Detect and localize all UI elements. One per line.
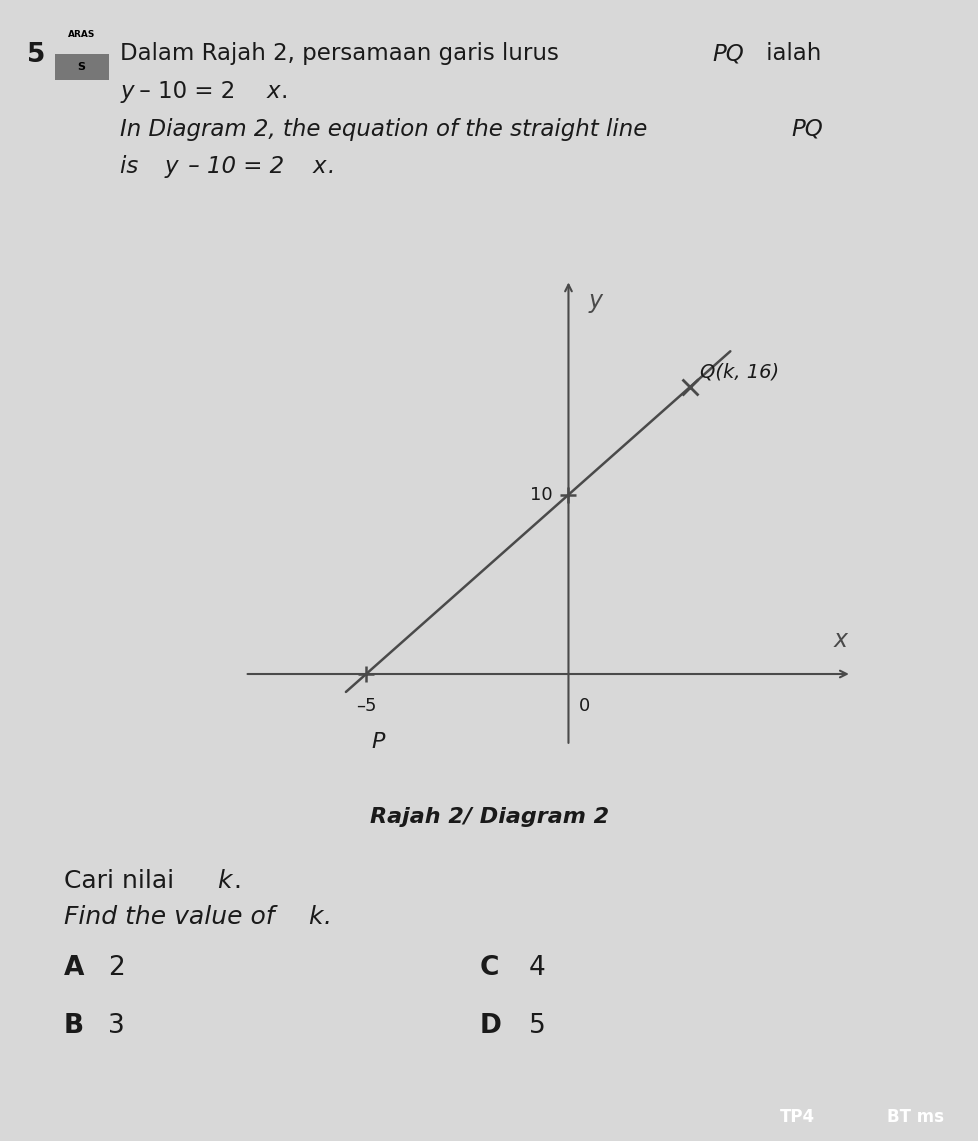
Text: k: k: [217, 869, 232, 893]
Text: In Diagram 2, the equation of the straight line: In Diagram 2, the equation of the straig…: [120, 118, 654, 140]
Text: is: is: [120, 155, 146, 178]
Text: PQ: PQ: [790, 118, 822, 140]
Text: y: y: [164, 155, 178, 178]
Text: A: A: [64, 955, 84, 981]
Text: 0: 0: [578, 697, 590, 715]
Text: Q(k, 16): Q(k, 16): [699, 363, 778, 382]
Text: .: .: [328, 155, 334, 178]
Text: 3: 3: [108, 1013, 124, 1039]
Text: .: .: [281, 80, 289, 103]
Text: P: P: [372, 733, 384, 752]
Text: B: B: [64, 1013, 84, 1039]
Text: Cari nilai: Cari nilai: [64, 869, 182, 893]
Text: k: k: [308, 905, 323, 929]
Text: TP4: TP4: [779, 1108, 814, 1126]
Text: x: x: [266, 80, 280, 103]
Text: S: S: [77, 62, 86, 72]
Text: PQ: PQ: [712, 42, 743, 65]
Text: y: y: [588, 289, 602, 313]
FancyBboxPatch shape: [55, 54, 109, 80]
Text: 10: 10: [529, 486, 552, 503]
Text: Find the value of: Find the value of: [64, 905, 282, 929]
Text: 5: 5: [27, 42, 46, 68]
Text: ARAS: ARAS: [68, 30, 95, 39]
Text: –5: –5: [356, 697, 376, 715]
Text: y: y: [120, 80, 134, 103]
Text: x: x: [312, 155, 326, 178]
Text: ialah: ialah: [758, 42, 821, 65]
Text: .: .: [323, 905, 331, 929]
Text: BT ms: BT ms: [886, 1108, 943, 1126]
Text: C: C: [479, 955, 499, 981]
Text: Dalam Rajah 2, persamaan garis lurus: Dalam Rajah 2, persamaan garis lurus: [120, 42, 566, 65]
Text: Rajah 2/ Diagram 2: Rajah 2/ Diagram 2: [370, 807, 608, 827]
Text: 5: 5: [528, 1013, 545, 1039]
Text: x: x: [833, 629, 847, 653]
Text: .: .: [233, 869, 241, 893]
Text: 2: 2: [108, 955, 124, 981]
Text: – 10 = 2: – 10 = 2: [181, 155, 284, 178]
Text: D: D: [479, 1013, 501, 1039]
Text: 4: 4: [528, 955, 545, 981]
Text: – 10 = 2: – 10 = 2: [132, 80, 235, 103]
